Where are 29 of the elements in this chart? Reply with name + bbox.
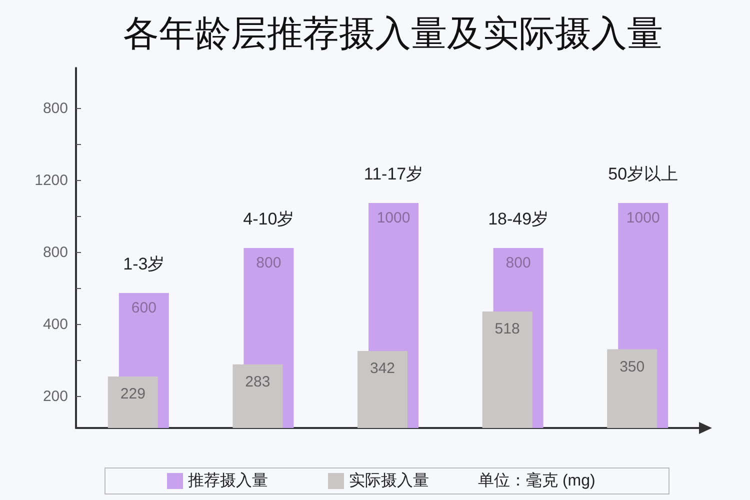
data-label: 518 — [494, 320, 520, 338]
legend-label: 实际摄入量 — [349, 472, 429, 490]
text: 800 — [42, 100, 68, 117]
data-label: 800 — [256, 254, 282, 272]
data-label: 600 — [131, 300, 156, 316]
bar — [607, 349, 658, 428]
data-label: 1000 — [626, 210, 660, 226]
bar — [232, 364, 283, 428]
x-tick-label: 1-3岁 — [123, 254, 165, 274]
text: 400 — [42, 316, 68, 333]
text: 800 — [42, 244, 68, 261]
data-label: 342 — [370, 360, 396, 378]
data-label: 229 — [120, 385, 146, 402]
x-tick-label: 4-10岁 — [243, 210, 294, 228]
bar — [108, 376, 158, 428]
text: 1200 — [34, 172, 68, 189]
data-label: 800 — [506, 254, 531, 272]
text: 单位：毫克 (mg) — [478, 472, 596, 490]
text: 200 — [42, 388, 68, 405]
x-tick-label: 18-49岁 — [488, 210, 549, 228]
x-tick-label: 11-17岁 — [364, 164, 424, 184]
bar — [358, 351, 408, 428]
data-label: 1000 — [376, 210, 410, 226]
chart-title: 各年龄层推荐摄入量及实际摄入量 — [123, 12, 663, 54]
x-tick-label: 50岁以上 — [608, 164, 678, 184]
bar — [482, 311, 532, 428]
data-label: 283 — [245, 373, 270, 390]
data-label: 350 — [620, 358, 645, 376]
legend-label: 推荐摄入量 — [188, 472, 268, 490]
